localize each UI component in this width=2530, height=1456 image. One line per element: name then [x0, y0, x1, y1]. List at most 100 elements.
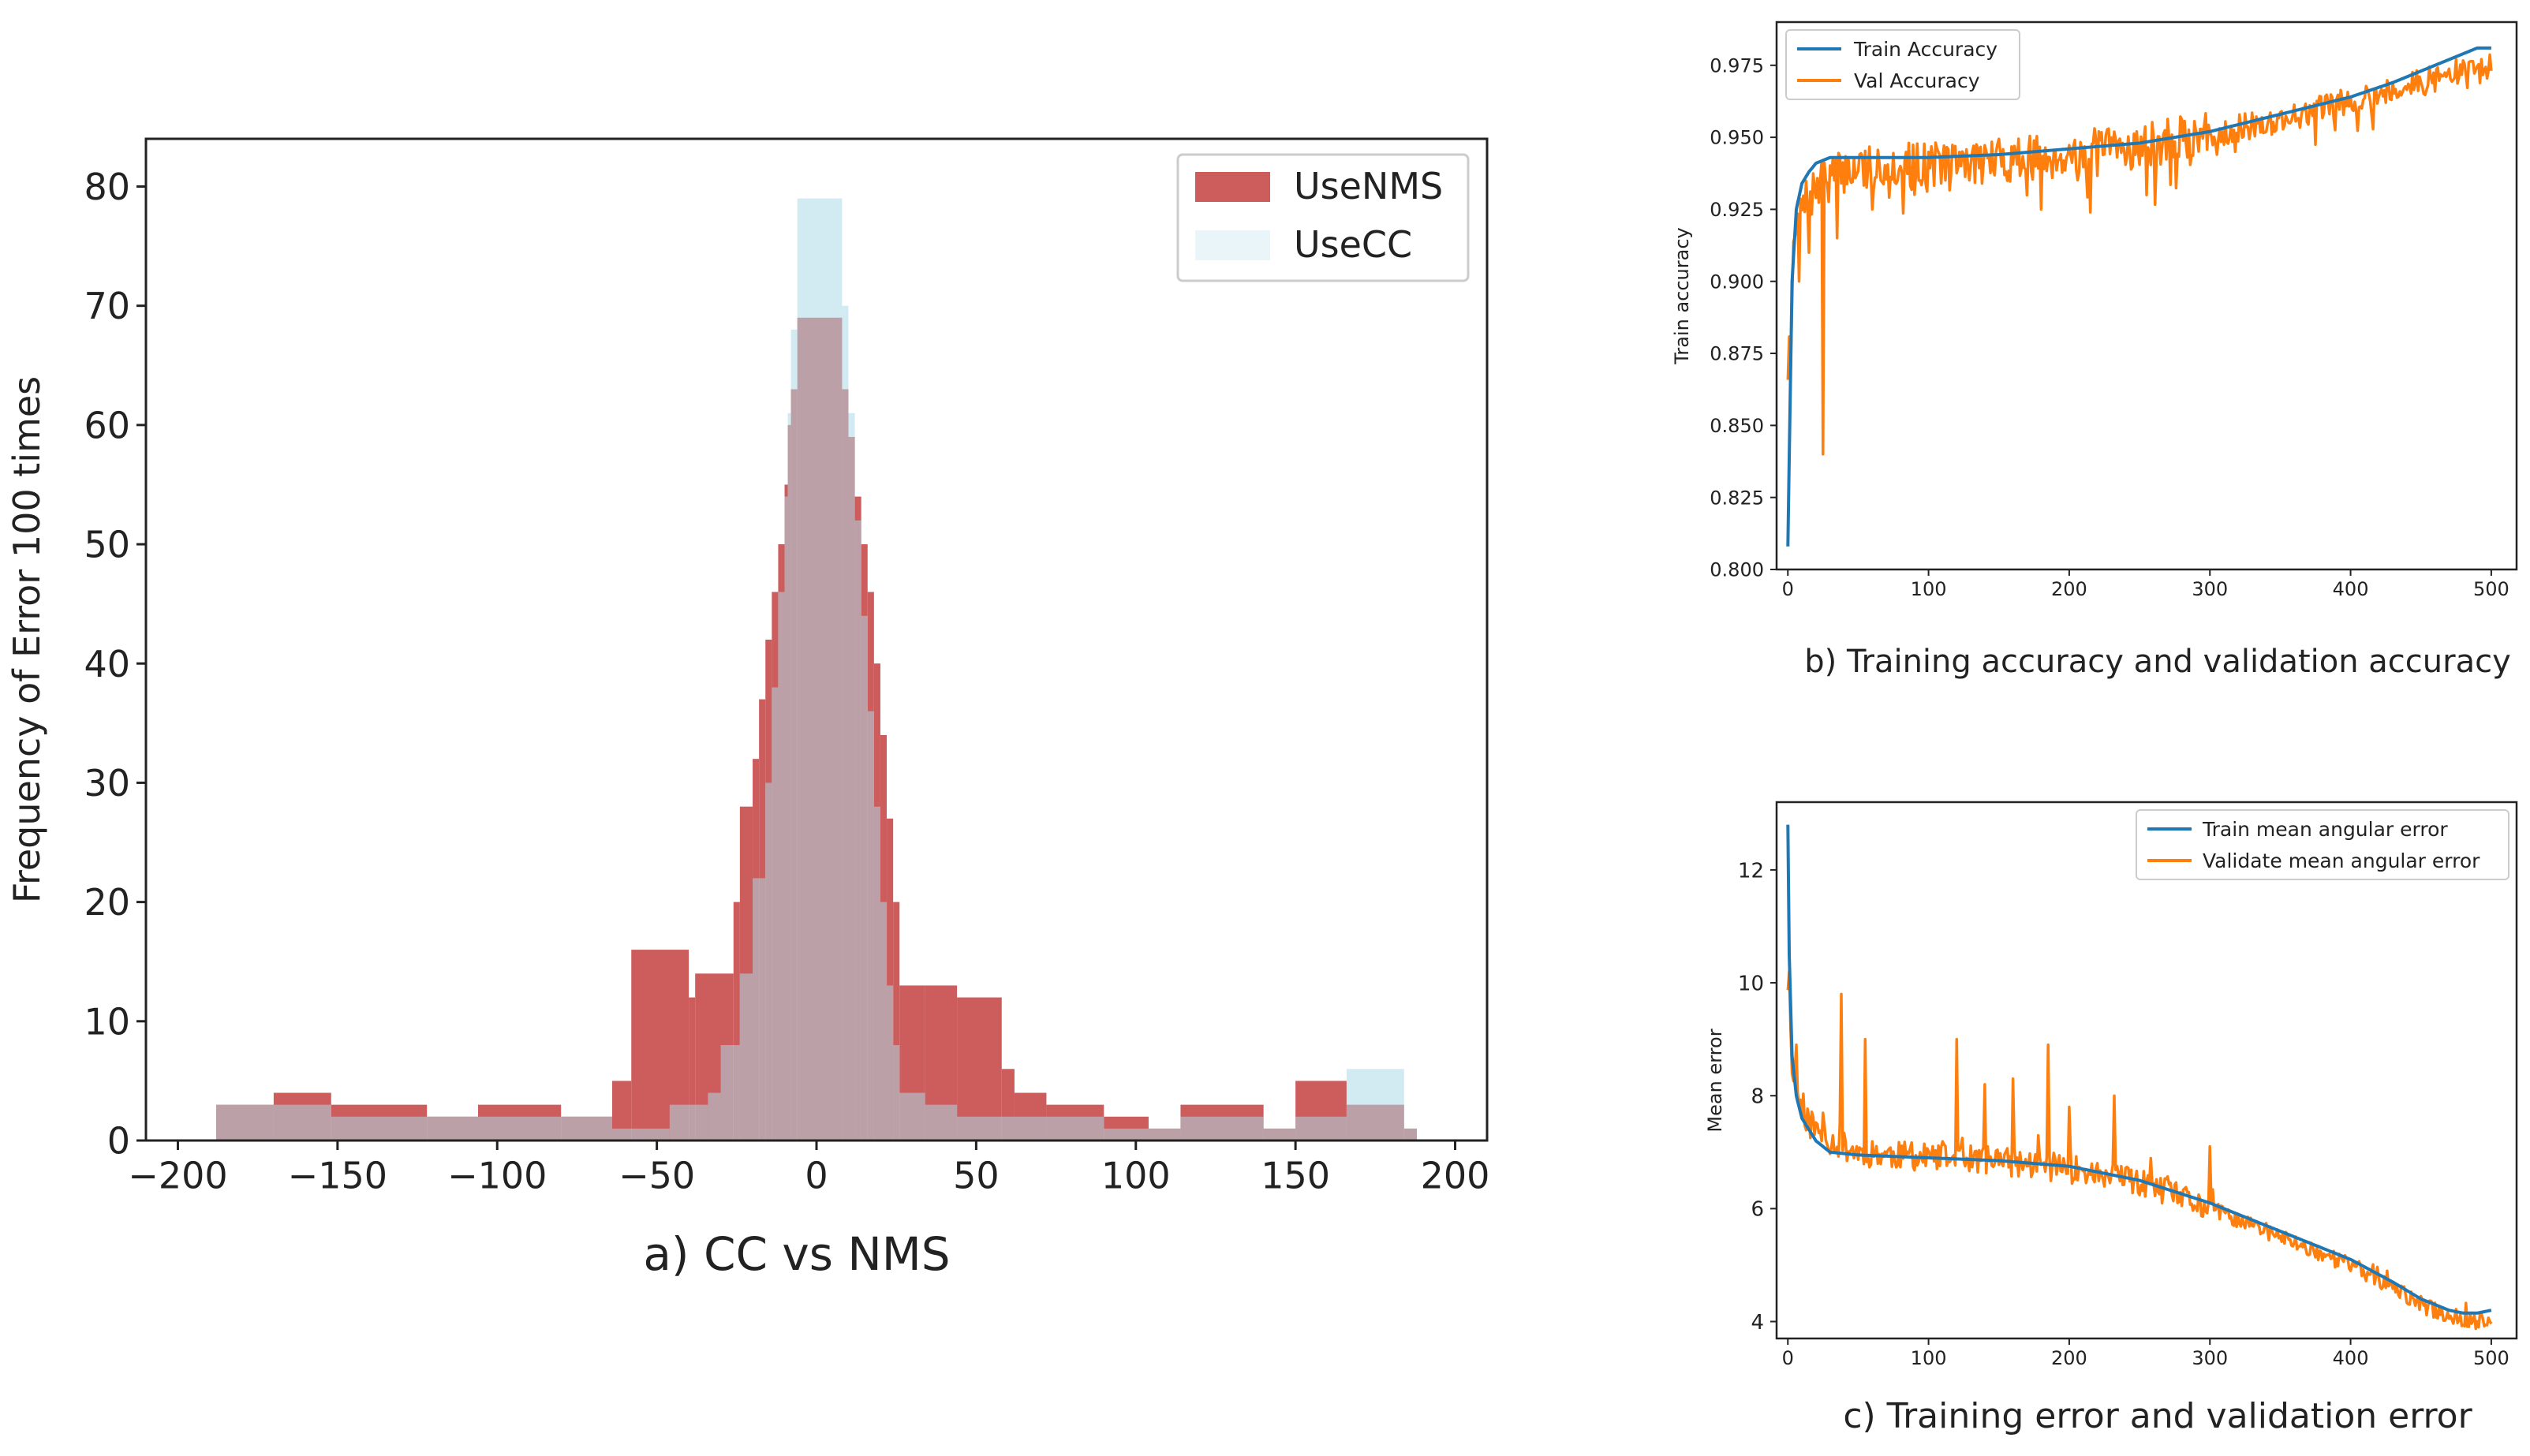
accuracy-legend: Train Accuracy Val Accuracy	[1785, 29, 2020, 100]
accuracy-y-axis-label: Train accuracy	[1671, 227, 1693, 365]
histogram-x-tick-label: −100	[447, 1154, 547, 1197]
accuracy-y-tick-label: 0.875	[1710, 343, 1764, 365]
legend-swatch-usenms	[1195, 172, 1270, 202]
histogram-y-axis-label: Frequency of Error 100 times	[6, 376, 48, 903]
histogram-x-tick-label: −150	[288, 1154, 387, 1197]
error-x-tick-label: 200	[2051, 1347, 2087, 1369]
error-y-ticks: 4 6 8 10 12	[1738, 859, 1777, 1335]
usecc-bar	[561, 1116, 612, 1141]
histogram-caption: a) CC vs NMS	[643, 1227, 950, 1281]
error-panel: 0 100 200 300 400 500 4 6 8 10 12 Mean error Trai…	[1704, 801, 2518, 1436]
usecc-bar	[1403, 1128, 1417, 1141]
error-legend: Train mean angular error Validate mean a…	[2136, 809, 2509, 880]
histogram-x-tick-label: 100	[1101, 1154, 1171, 1197]
accuracy-x-tick-label: 100	[1911, 578, 1947, 600]
usecc-bar	[1148, 1128, 1181, 1141]
usenms-bar	[893, 902, 900, 1141]
accuracy-y-tick-label: 0.975	[1710, 54, 1764, 77]
usecc-bar	[1046, 1116, 1104, 1141]
usecc-bar	[790, 329, 798, 1141]
usecc-bar	[899, 1092, 925, 1141]
legend-label-train-accuracy: Train Accuracy	[1853, 38, 1997, 61]
usecc-bar	[765, 782, 772, 1141]
usecc-bar	[880, 902, 888, 1141]
error-y-axis-label: Mean error	[1704, 1029, 1726, 1132]
usecc-bar	[669, 1104, 708, 1141]
usecc-bar	[1014, 1116, 1047, 1141]
histogram-x-tick-label: 0	[805, 1154, 828, 1197]
usecc-bar	[331, 1116, 428, 1141]
histogram-y-tick-label: 0	[107, 1120, 130, 1163]
usecc-bar	[720, 1045, 740, 1141]
usecc-bar	[1346, 1069, 1404, 1141]
error-y-tick-label: 4	[1751, 1311, 1764, 1335]
histogram-panel: −200 −150 −100 −50 0 50 100 150 200 0 10 20 30 40 50 6…	[6, 137, 1489, 1281]
train-accuracy-line	[1786, 46, 2492, 547]
error-caption: c) Training error and validation error	[1843, 1396, 2472, 1436]
usecc-bar	[797, 198, 843, 1141]
accuracy-y-tick-label: 0.900	[1710, 271, 1764, 293]
usecc-bar	[1295, 1116, 1347, 1141]
legend-label-train-error: Train mean angular error	[2202, 818, 2448, 841]
usecc-bar	[739, 973, 753, 1141]
accuracy-caption: b) Training accuracy and validation accu…	[1804, 644, 2511, 680]
histogram-y-tick-label: 60	[84, 404, 130, 446]
histogram-x-tick-label: −50	[618, 1154, 695, 1197]
val-accuracy-line	[1786, 53, 2493, 456]
error-x-tick-label: 0	[1782, 1347, 1794, 1369]
usecc-bar	[893, 1045, 900, 1141]
histogram-y-tick-label: 50	[84, 524, 130, 566]
accuracy-plot-frame	[1775, 21, 2518, 571]
usecc-bar	[1001, 1116, 1015, 1141]
histogram-y-tick-label: 70	[84, 285, 130, 327]
usecc-bar	[957, 1116, 1002, 1141]
usecc-bar	[867, 711, 874, 1141]
usecc-bar	[854, 520, 861, 1141]
usecc-bar	[753, 878, 766, 1141]
histogram-x-tick-label: 200	[1421, 1154, 1490, 1197]
usecc-bar	[772, 687, 779, 1141]
accuracy-panel: 0 100 200 300 400 500 0.800 0.825 0.850 0.875 0.9…	[1671, 21, 2518, 680]
legend-label-val-accuracy: Val Accuracy	[1854, 69, 1980, 92]
validate-error-line	[1786, 969, 2493, 1331]
histogram-y-tick-label: 80	[84, 166, 130, 208]
error-legend-frame	[2136, 809, 2509, 880]
usecc-bar	[427, 1116, 478, 1141]
usecc-bar	[611, 1128, 670, 1141]
error-x-tick-label: 400	[2333, 1347, 2369, 1369]
usecc-bar	[273, 1104, 331, 1141]
usecc-bars	[216, 198, 1417, 1141]
histogram-x-tick-label: 150	[1261, 1154, 1330, 1197]
accuracy-y-tick-label: 0.925	[1710, 199, 1764, 221]
legend-swatch-usecc	[1195, 230, 1270, 260]
accuracy-x-tick-label: 300	[2192, 578, 2228, 600]
accuracy-y-tick-label: 0.825	[1710, 487, 1764, 509]
histogram-y-tick-label: 20	[84, 881, 130, 924]
usenms-bar	[689, 997, 696, 1141]
usecc-bar	[778, 592, 785, 1141]
usecc-bar	[477, 1116, 562, 1141]
error-y-tick-label: 6	[1751, 1198, 1764, 1222]
accuracy-x-tick-label: 0	[1782, 578, 1794, 600]
legend-label-validate-error: Validate mean angular error	[2203, 849, 2480, 872]
histogram-x-tick-label: 50	[953, 1154, 1000, 1197]
histogram-x-ticks: −200 −150 −100 −50 0 50 100 150 200	[128, 1141, 1489, 1197]
accuracy-x-ticks: 0 100 200 300 400 500	[1782, 569, 2509, 600]
error-x-tick-label: 500	[2473, 1347, 2509, 1369]
accuracy-y-ticks: 0.800 0.825 0.850 0.875 0.900 0.925 0.950 0.975	[1710, 54, 1777, 581]
histogram-y-tick-label: 10	[84, 1000, 130, 1043]
usecc-bar	[848, 413, 855, 1141]
usenms-bar	[887, 818, 894, 1141]
accuracy-y-tick-label: 0.950	[1710, 127, 1764, 149]
legend-label-usenms: UseNMS	[1294, 165, 1443, 207]
usecc-bar	[842, 305, 849, 1141]
usecc-bar	[1263, 1128, 1296, 1141]
accuracy-x-tick-label: 500	[2473, 578, 2509, 600]
error-y-tick-label: 8	[1751, 1085, 1764, 1109]
accuracy-x-tick-label: 200	[2051, 578, 2087, 600]
usecc-bar	[787, 413, 791, 1141]
usenms-bar	[733, 902, 740, 1141]
legend-label-usecc: UseCC	[1294, 223, 1412, 266]
train-error-line	[1786, 824, 2492, 1315]
